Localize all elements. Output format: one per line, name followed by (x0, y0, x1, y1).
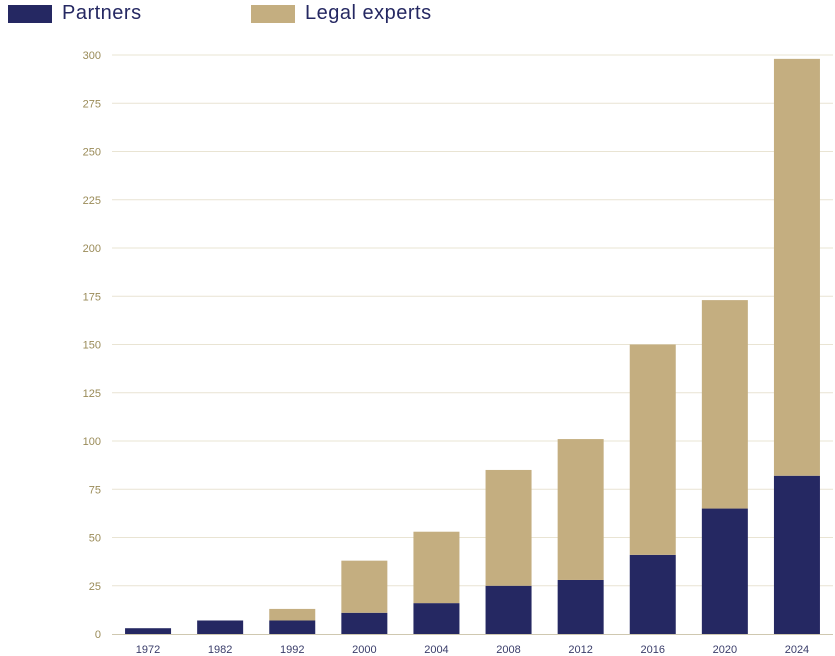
bar-legal-experts (485, 469, 532, 586)
x-tick-label: 2004 (424, 644, 448, 656)
x-tick-label: 2000 (352, 644, 376, 656)
bar-partners (557, 579, 604, 634)
y-tick-label: 100 (83, 436, 101, 448)
y-tick-label: 200 (83, 243, 101, 255)
y-axis-ticks: 0 25 50 75 100 125 150 175 200 225 250 275 300 (83, 50, 101, 641)
bar-legal-experts (413, 531, 460, 604)
bar-partners (269, 620, 316, 634)
chart-legend: Partners Legal experts (0, 0, 835, 30)
x-tick-label: 2020 (713, 644, 737, 656)
x-tick-label: 1992 (280, 644, 304, 656)
bar-partners (485, 585, 532, 634)
bar-partners (413, 603, 460, 634)
y-tick-label: 300 (83, 50, 101, 62)
y-tick-label: 50 (89, 533, 101, 545)
y-tick-label: 275 (83, 98, 101, 110)
bar-partners (341, 612, 388, 634)
y-tick-label: 75 (89, 484, 101, 496)
bar-partners (701, 508, 748, 634)
legend-item-partners: Partners (8, 2, 142, 25)
x-axis-ticks: 1972 1982 1992 2000 2004 2008 2012 2016 2020 2024 (136, 644, 809, 656)
x-tick-label: 1982 (208, 644, 232, 656)
bar-legal-experts (773, 58, 820, 476)
bar-legal-experts (557, 439, 604, 580)
bar-legal-experts (629, 344, 676, 555)
bar-partners (773, 475, 820, 634)
y-tick-label: 150 (83, 340, 101, 352)
y-tick-label: 125 (83, 388, 101, 400)
bar-legal-experts (701, 300, 748, 509)
y-tick-label: 225 (83, 195, 101, 207)
y-tick-label: 250 (83, 147, 101, 159)
x-tick-label: 2016 (641, 644, 665, 656)
legend-swatch-legal-experts (251, 4, 295, 23)
bars (125, 58, 820, 634)
bar-partners (125, 628, 172, 634)
legend-item-legal-experts: Legal experts (251, 2, 432, 25)
y-tick-label: 0 (95, 629, 101, 641)
bar-partners (629, 554, 676, 634)
legend-swatch-partners (8, 4, 52, 23)
x-tick-label: 2008 (496, 644, 520, 656)
legend-label-partners: Partners (62, 2, 142, 24)
x-tick-label: 1972 (136, 644, 160, 656)
x-tick-label: 2024 (785, 644, 809, 656)
bar-legal-experts (269, 608, 316, 621)
bar-partners (197, 620, 244, 634)
y-tick-label: 25 (89, 581, 101, 593)
x-tick-label: 2012 (568, 644, 592, 656)
bar-legal-experts (341, 560, 388, 613)
legend-label-legal-experts: Legal experts (305, 2, 432, 24)
y-tick-label: 175 (83, 291, 101, 303)
